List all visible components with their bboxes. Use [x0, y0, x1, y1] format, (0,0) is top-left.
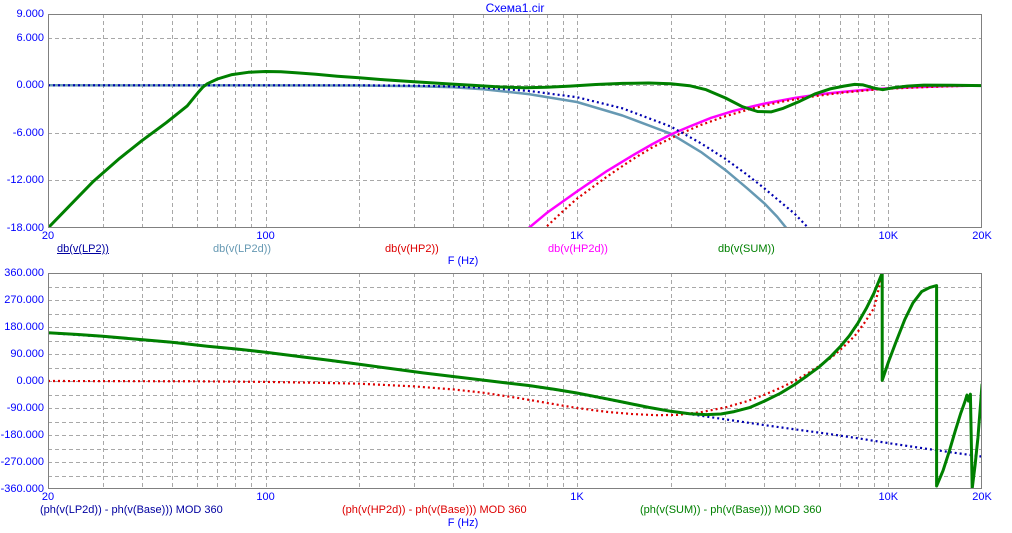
x-tick-label: 20 — [41, 491, 55, 503]
x-tick-label: 100 — [256, 491, 275, 503]
magnitude-x-axis-label: F (Hz) — [447, 255, 479, 267]
curve-sum — [48, 70, 982, 228]
plot-title: Схема1.cir — [485, 1, 545, 15]
x-tick-label: 10K — [878, 230, 899, 242]
y-tick-label: -270.000 — [0, 456, 44, 468]
curve-sum-phase — [48, 273, 982, 489]
legend-hp2d-phase[interactable]: (ph(v(HP2d)) - ph(v(Base))) MOD 360 — [342, 504, 527, 516]
x-tick-label: 100 — [256, 230, 275, 242]
y-tick-label: 360.000 — [4, 267, 44, 279]
curve-lp2 — [48, 84, 810, 228]
x-tick-label: 20K — [972, 230, 992, 242]
plot-border — [48, 14, 982, 228]
y-tick-label: -6.000 — [12, 126, 44, 139]
legend-sum-phase[interactable]: (ph(v(SUM)) - ph(v(Base))) MOD 360 — [640, 504, 822, 516]
y-tick-label: 9.000 — [16, 8, 44, 20]
x-tick-label: 1K — [570, 230, 584, 242]
x-tick-label: 20K — [972, 491, 992, 503]
curve-lp2d — [48, 84, 788, 228]
y-tick-label: 0.000 — [16, 79, 44, 92]
curve-lp2d-phase — [48, 331, 982, 458]
phase-bode-plot-area[interactable] — [48, 273, 982, 489]
legend-lp2d[interactable]: db(v(LP2d)) — [213, 243, 272, 255]
x-tick-label: 1K — [570, 491, 584, 503]
y-tick-label: -18.000 — [6, 222, 44, 234]
y-tick-label: 180.000 — [4, 321, 44, 333]
y-tick-label: 270.000 — [4, 294, 44, 306]
x-tick-label: 10K — [878, 491, 899, 503]
y-tick-label: -360.000 — [0, 483, 44, 495]
magnitude-chart: 9.000 6.000 0.000 -6.000 -12.000 -18.000 20 100… — [6, 8, 992, 255]
y-tick-label: -12.000 — [6, 174, 44, 187]
y-tick-label: -180.000 — [0, 429, 44, 441]
y-tick-label: -90.000 — [6, 402, 44, 414]
y-tick-label: 0.000 — [16, 375, 44, 387]
curve-hp2d-phase — [48, 274, 884, 417]
curve-hp2 — [543, 84, 982, 228]
y-tick-label: 90.000 — [10, 348, 44, 360]
legend-lp2d-phase[interactable]: (ph(v(LP2d)) - ph(v(Base))) MOD 360 — [40, 504, 223, 516]
plot-border — [48, 273, 982, 489]
magnitude-bode-plot-area[interactable] — [48, 14, 982, 228]
x-tick-label: 20 — [41, 230, 55, 242]
legend-hp2[interactable]: db(v(HP2)) — [385, 243, 439, 255]
legend-hp2d[interactable]: db(v(HP2d)) — [548, 243, 608, 255]
y-tick-label: 6.000 — [16, 31, 44, 44]
legend-lp2[interactable]: db(v(LP2)) — [57, 243, 109, 255]
phase-x-axis-label: F (Hz) — [447, 517, 479, 529]
legend-sum[interactable]: db(v(SUM)) — [718, 243, 775, 255]
